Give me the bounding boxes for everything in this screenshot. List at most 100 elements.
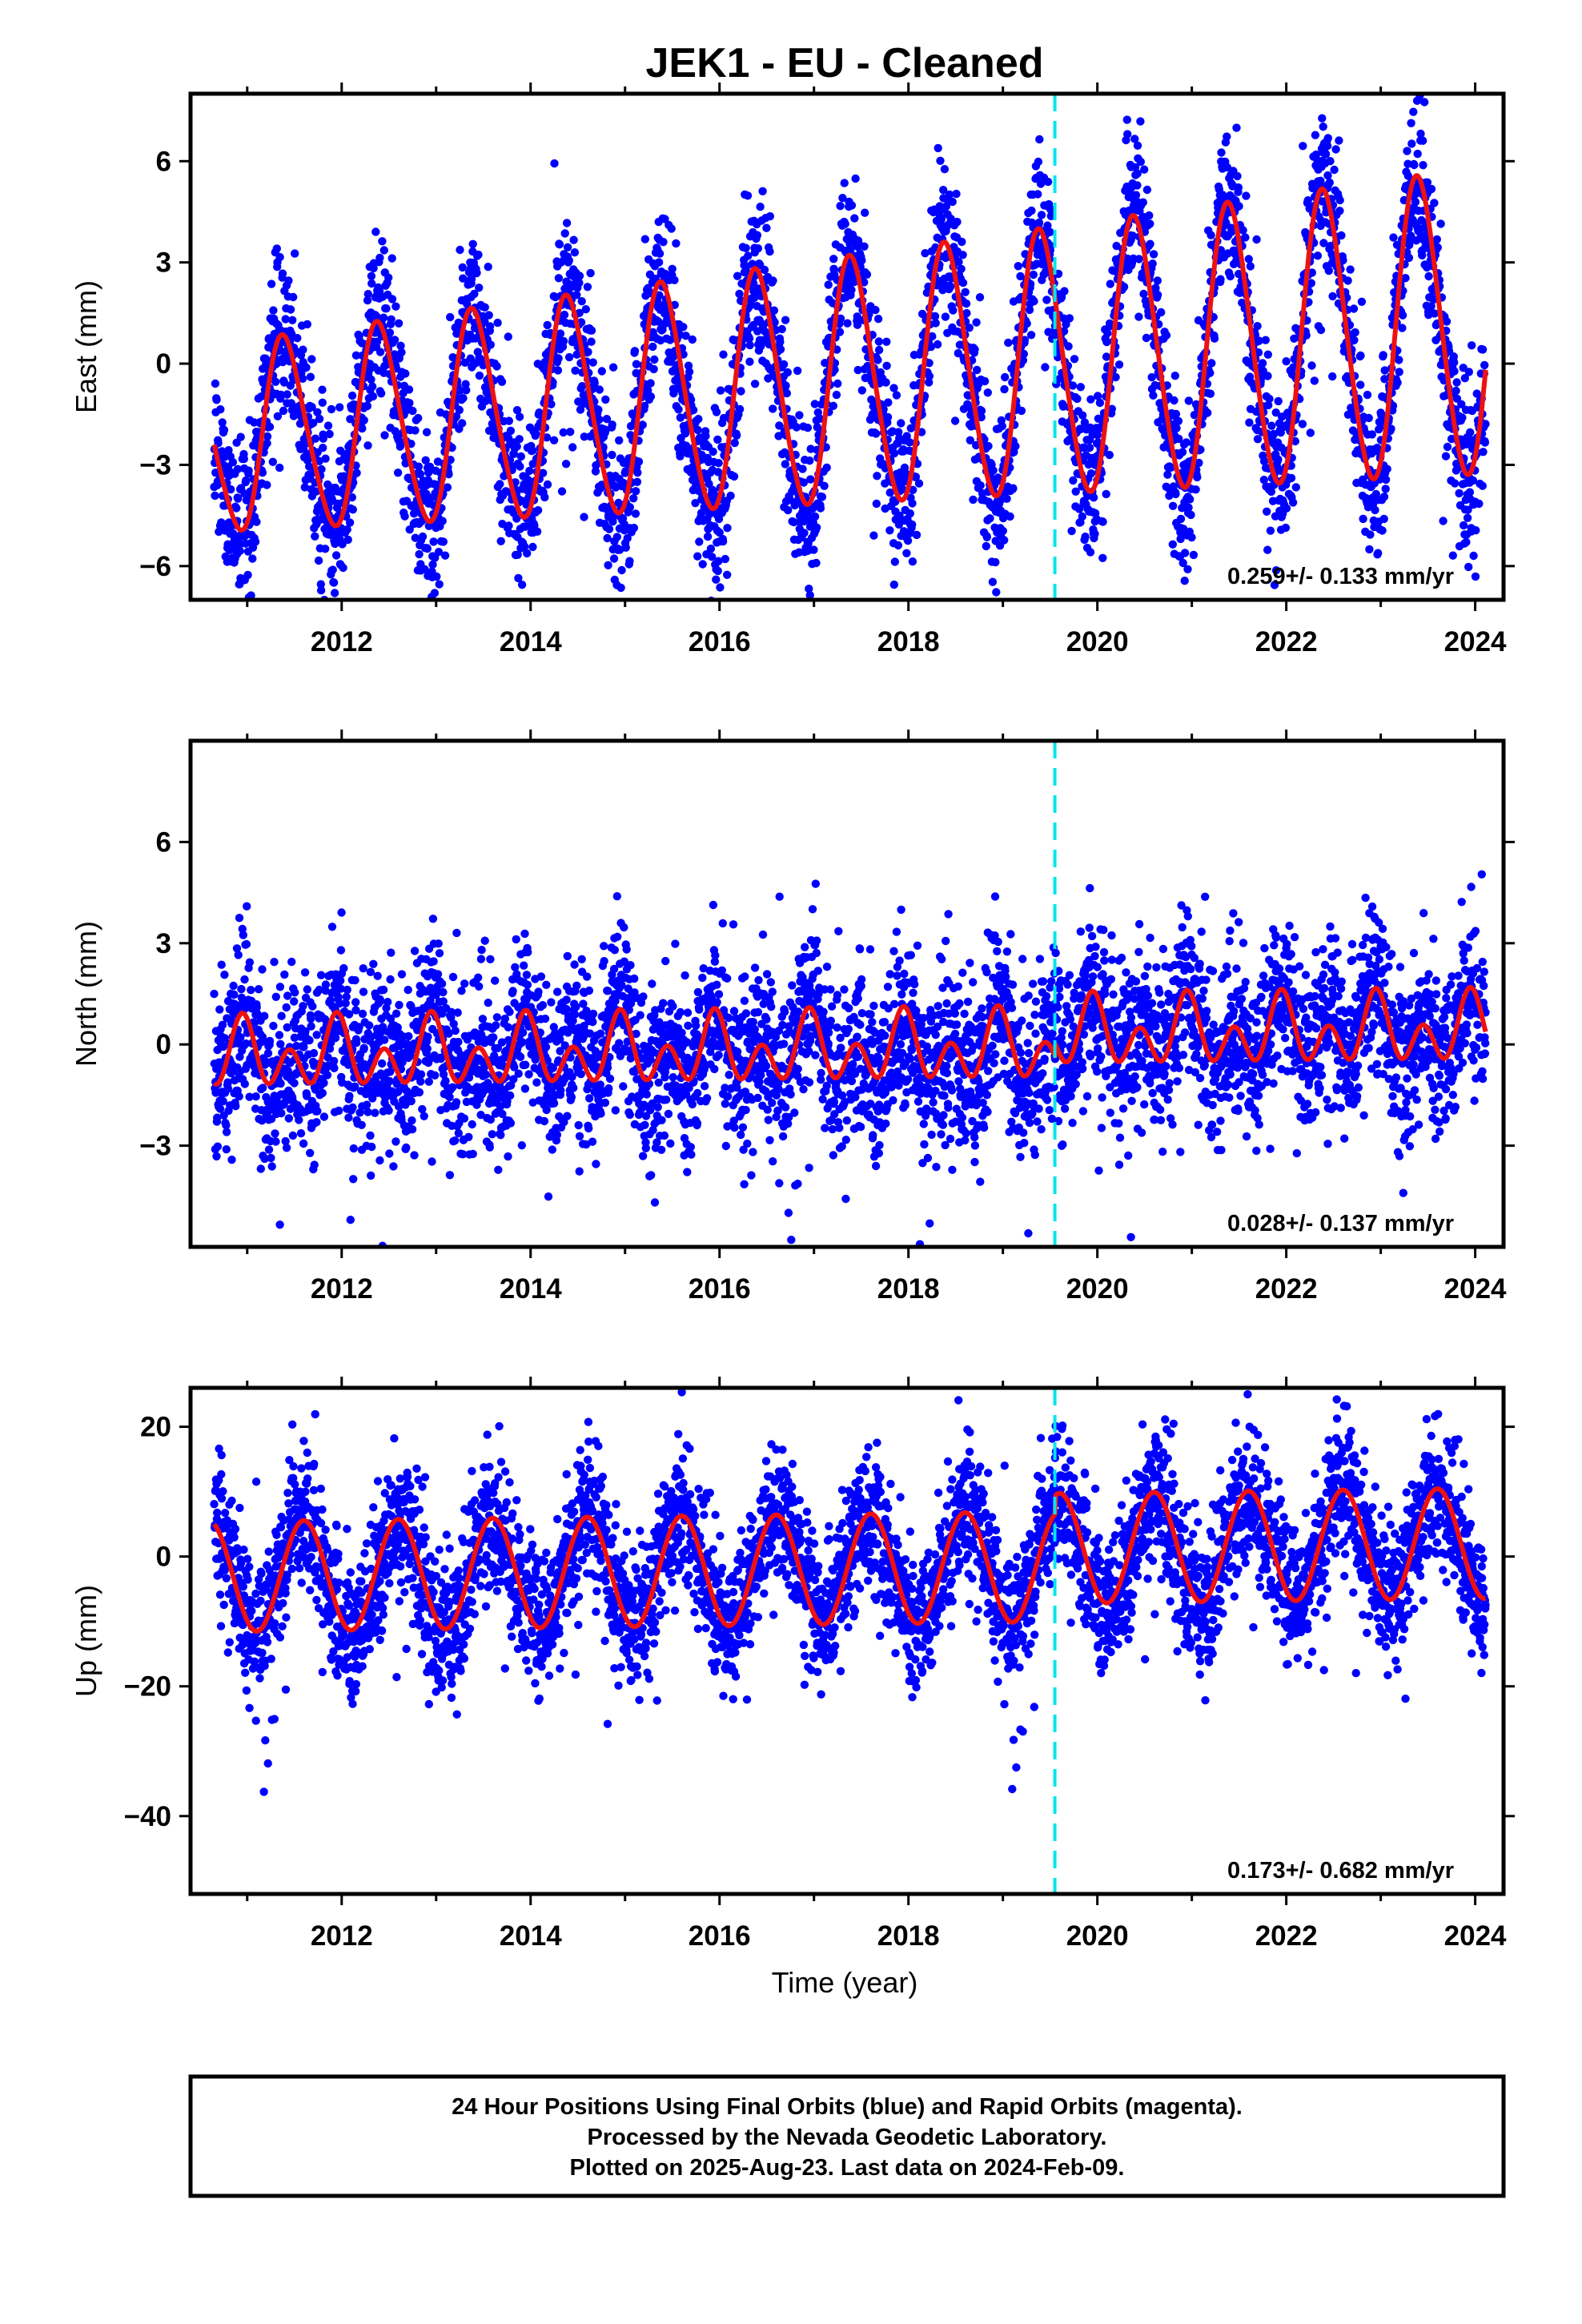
data-point xyxy=(252,1003,261,1012)
data-point xyxy=(1420,98,1429,107)
data-point xyxy=(1035,135,1044,144)
data-point xyxy=(1170,396,1178,405)
data-point xyxy=(1465,488,1475,497)
data-point xyxy=(310,1160,319,1169)
data-point xyxy=(327,923,337,931)
data-point xyxy=(247,986,255,995)
data-point xyxy=(506,426,516,436)
data-point xyxy=(267,1153,275,1163)
data-point xyxy=(515,609,523,617)
y-tick-label: −6 xyxy=(139,551,171,582)
data-point xyxy=(989,466,998,475)
data-point xyxy=(496,480,504,489)
data-point xyxy=(380,431,389,440)
data-point xyxy=(1136,157,1146,167)
data-point xyxy=(222,1120,231,1130)
data-point xyxy=(242,476,251,485)
data-point xyxy=(373,971,382,980)
data-point xyxy=(587,337,596,346)
data-point xyxy=(222,1128,231,1136)
data-point xyxy=(810,512,820,521)
data-point xyxy=(861,208,869,217)
data-point xyxy=(857,256,866,265)
data-point xyxy=(367,1032,375,1042)
data-point xyxy=(325,429,334,439)
data-point xyxy=(1226,271,1235,281)
data-point xyxy=(1252,235,1261,244)
data-point xyxy=(397,348,406,357)
data-point xyxy=(1480,438,1490,447)
data-point xyxy=(943,328,952,337)
data-point xyxy=(520,542,529,551)
data-point xyxy=(1105,450,1114,460)
data-point xyxy=(564,256,573,265)
data-point xyxy=(382,304,391,313)
data-point xyxy=(800,529,809,537)
data-point xyxy=(871,305,880,315)
data-point xyxy=(1475,499,1484,509)
data-point xyxy=(277,1011,286,1020)
data-point xyxy=(1364,413,1373,423)
data-point xyxy=(782,388,791,398)
data-point xyxy=(909,485,917,494)
data-point xyxy=(1162,331,1171,340)
data-point xyxy=(1363,390,1372,400)
data-point xyxy=(271,992,280,1002)
data-point xyxy=(485,322,495,331)
data-point xyxy=(638,420,647,429)
data-point xyxy=(850,214,859,223)
data-point xyxy=(1106,279,1115,288)
data-point xyxy=(623,533,632,543)
data-point xyxy=(1094,392,1102,400)
data-point xyxy=(539,468,548,477)
data-point xyxy=(1379,493,1389,501)
data-point xyxy=(1450,367,1459,376)
data-point xyxy=(640,235,649,243)
data-point xyxy=(321,454,330,463)
data-point xyxy=(941,312,950,321)
data-point xyxy=(245,1092,254,1101)
data-point xyxy=(415,549,424,559)
data-point xyxy=(366,1131,375,1140)
data-point xyxy=(1430,199,1439,207)
data-point xyxy=(1134,255,1143,263)
x-tick-label: 2016 xyxy=(689,626,751,657)
data-point xyxy=(1267,487,1276,497)
data-point xyxy=(1018,356,1028,365)
data-point xyxy=(693,425,702,435)
data-point xyxy=(937,215,946,224)
data-point xyxy=(1424,271,1433,281)
data-point xyxy=(461,380,470,388)
data-point xyxy=(1107,404,1117,413)
data-point xyxy=(566,428,575,436)
data-point xyxy=(581,305,590,314)
data-point xyxy=(524,476,532,485)
y-axis-label: East (mm) xyxy=(70,280,102,413)
data-point xyxy=(1139,289,1148,299)
data-point xyxy=(1254,348,1263,357)
data-point xyxy=(493,318,502,328)
data-point xyxy=(275,1031,284,1039)
data-point xyxy=(362,1100,371,1109)
data-point xyxy=(367,375,375,384)
data-point xyxy=(1436,219,1445,228)
data-point xyxy=(334,992,343,1002)
data-point xyxy=(625,557,634,565)
data-point xyxy=(243,902,251,911)
data-point xyxy=(414,462,424,471)
data-point xyxy=(901,680,909,688)
data-point xyxy=(220,1034,229,1043)
data-point xyxy=(1371,505,1379,515)
data-point xyxy=(792,423,801,432)
data-point xyxy=(1307,268,1317,277)
data-point xyxy=(321,986,330,995)
data-point xyxy=(300,483,309,492)
data-point xyxy=(952,189,961,199)
data-point xyxy=(948,197,957,207)
data-point xyxy=(833,379,842,388)
data-point xyxy=(634,457,644,466)
data-point xyxy=(695,537,704,546)
data-point xyxy=(276,390,286,400)
data-point xyxy=(512,514,521,523)
data-point xyxy=(953,217,962,227)
